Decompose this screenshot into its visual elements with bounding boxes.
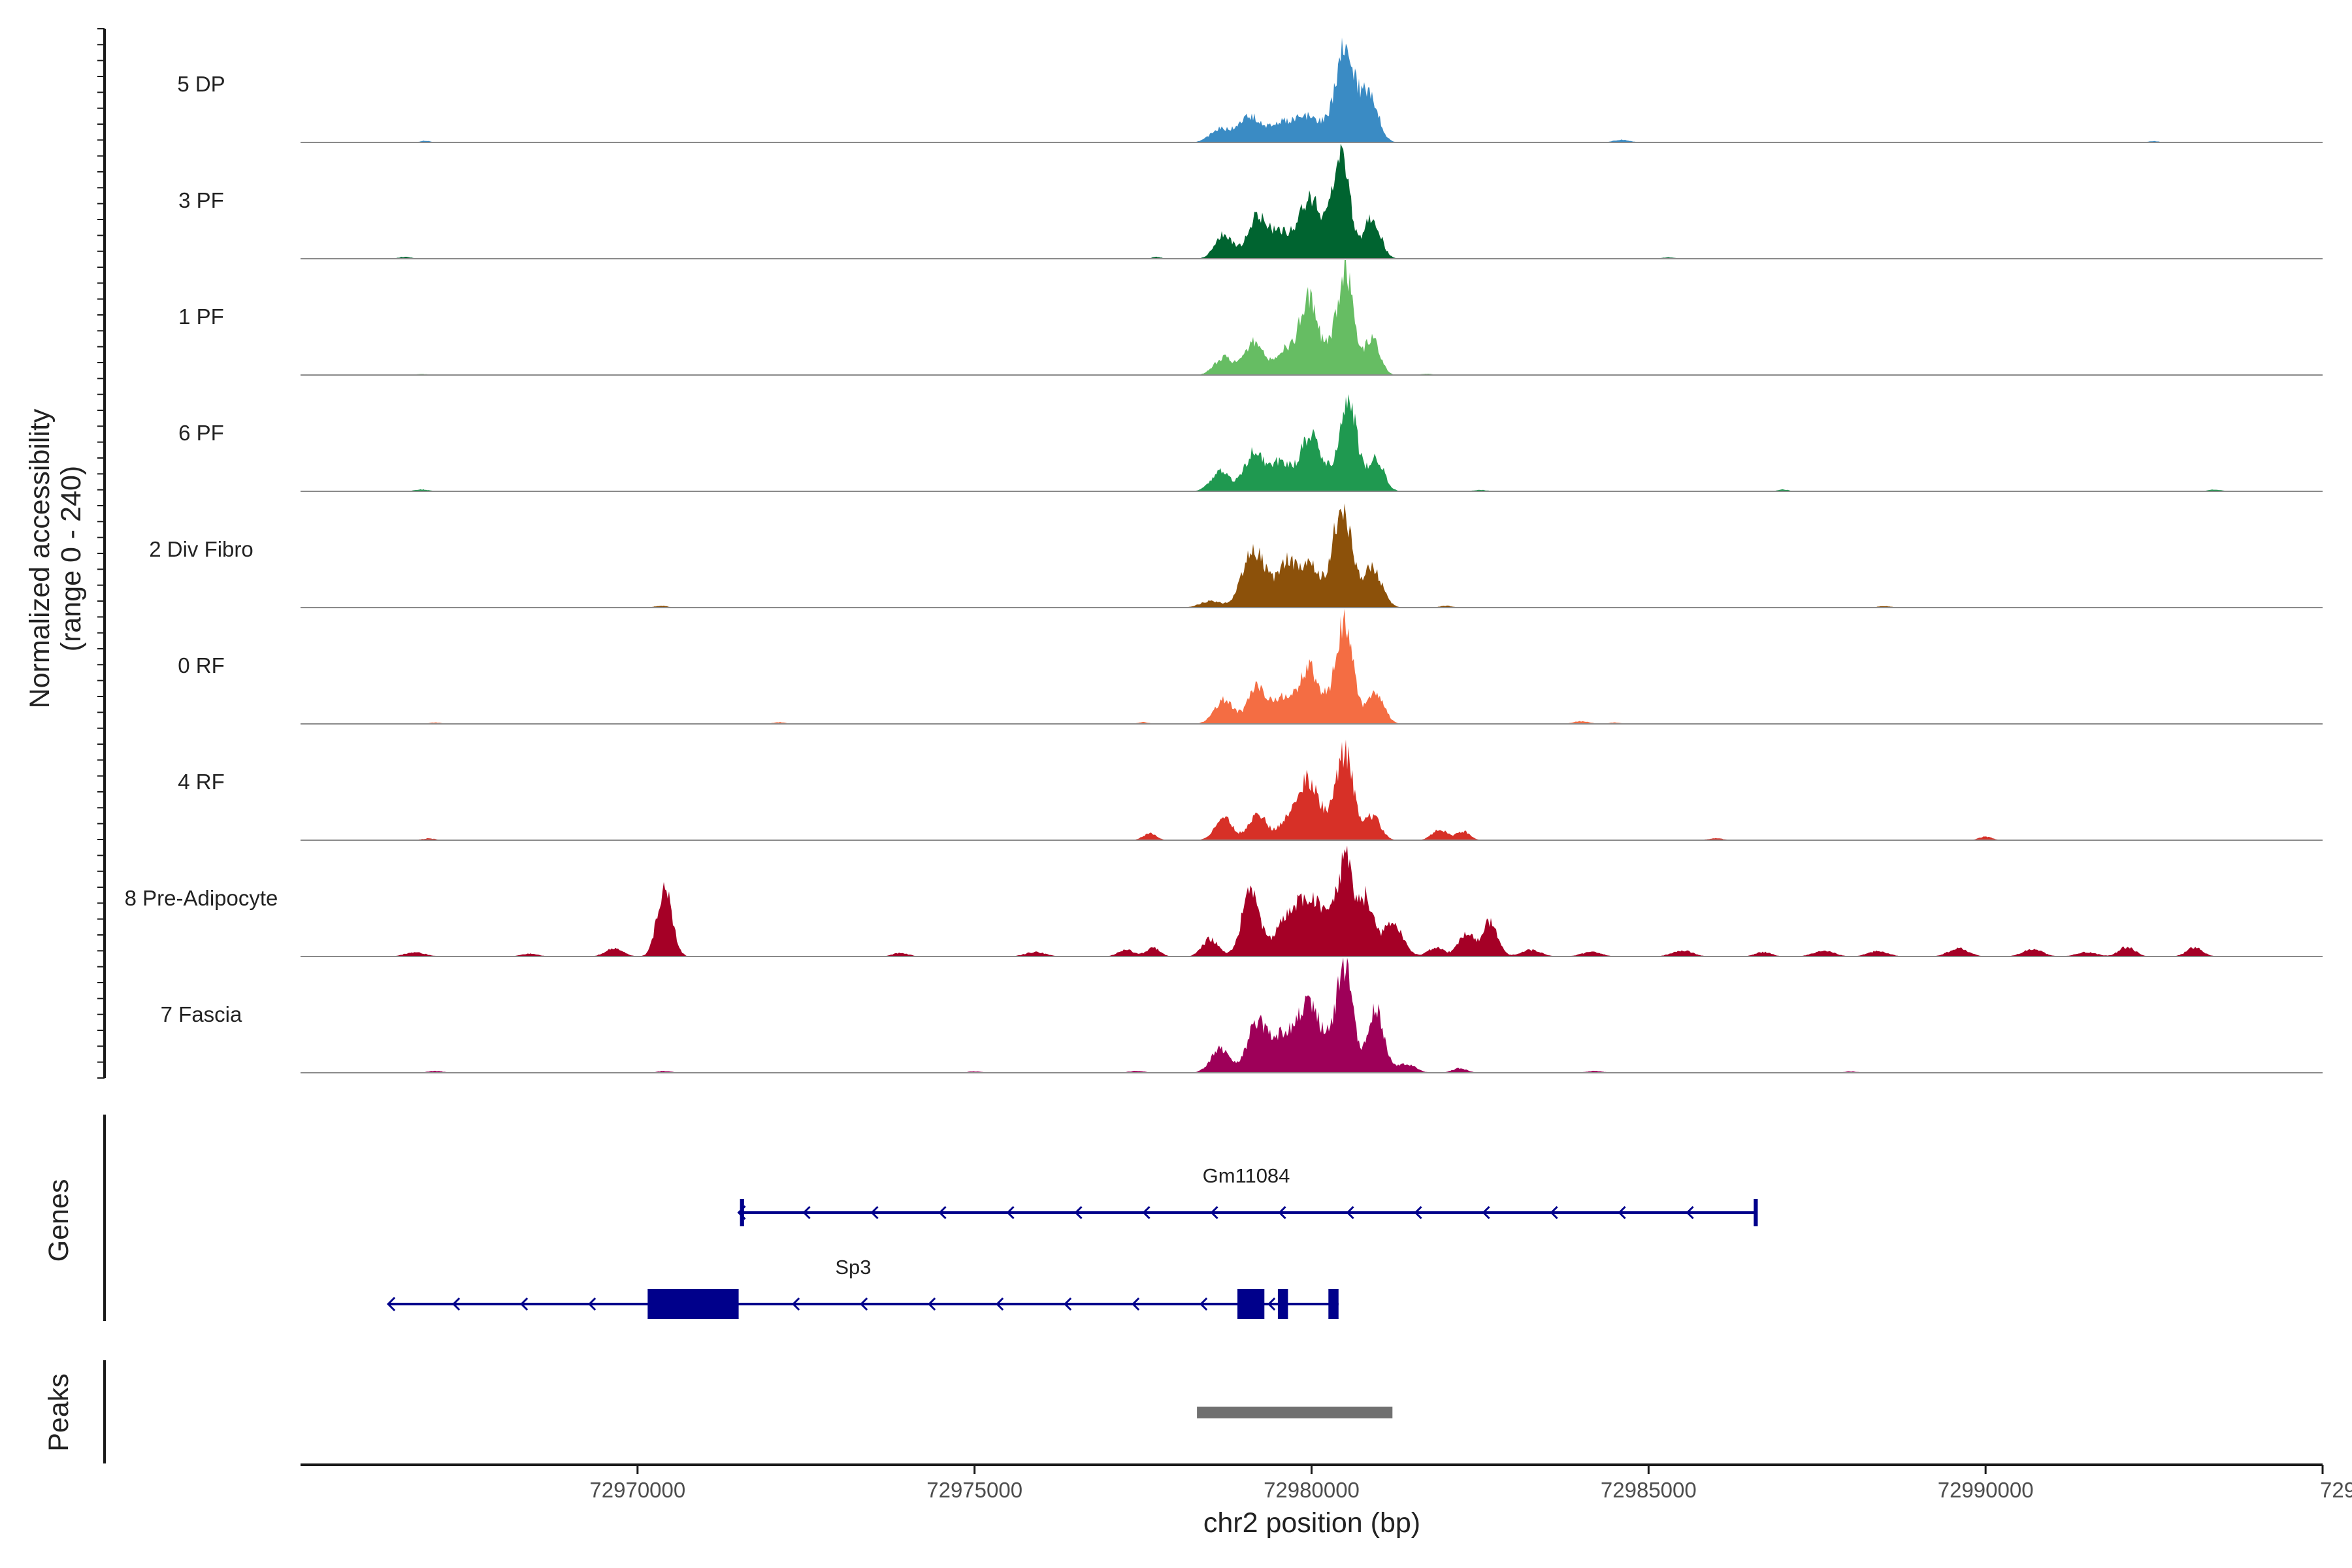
strand-arrow <box>1006 1205 1015 1220</box>
x-axis: 72970000 72975000 72980000 72985000 72990000… <box>301 1463 2352 1502</box>
coverage-tracks: 5 DP 3 PF 1 PF 6 PF 2 Div Fibro 0 RF 4 RF 8 Pre… <box>125 37 2323 1073</box>
strand-arrow <box>1131 1297 1140 1311</box>
y-axis-title-line-2: (range 0 - 240) <box>56 466 87 651</box>
y-axis-title-line-1: Normalized accessibility <box>24 408 56 708</box>
strand-arrow <box>791 1297 800 1311</box>
x-tick-label: 72990000 <box>1938 1478 2034 1502</box>
strand-arrow <box>802 1205 811 1220</box>
x-tick-label: 72975000 <box>926 1478 1022 1502</box>
gene-sp3: Sp3 <box>386 1256 1339 1319</box>
exon-block <box>1277 1289 1288 1319</box>
peaks-panel-label: Peaks <box>43 1373 74 1452</box>
exon-block <box>647 1289 739 1319</box>
genes-panel: Gm11084 Sp3 <box>103 1115 1758 1321</box>
track-3-pf: 3 PF <box>178 144 2323 259</box>
track-4-rf: 4 RF <box>178 740 2323 841</box>
x-axis-title: chr2 position (bp) <box>1203 1507 1420 1539</box>
strand-arrow <box>519 1297 529 1311</box>
track-label: 3 PF <box>178 188 224 212</box>
strand-arrow <box>1142 1205 1151 1220</box>
strand-arrow <box>995 1297 1004 1311</box>
track-0-rf: 0 RF <box>178 609 2323 725</box>
coverage-area <box>301 260 2323 375</box>
exon-block <box>1328 1289 1339 1319</box>
strand-arrow <box>938 1205 947 1220</box>
strand-arrow <box>1210 1205 1218 1220</box>
coverage-area <box>301 394 2323 491</box>
strand-arrow <box>1686 1205 1694 1220</box>
exon-block <box>1237 1289 1265 1319</box>
coverage-area <box>301 958 2323 1073</box>
coverage-area <box>301 740 2323 840</box>
track-1-pf: 1 PF <box>178 260 2323 376</box>
gene-name-label: Sp3 <box>835 1256 871 1279</box>
track-label: 4 RF <box>178 770 225 794</box>
x-tick-label: 72980000 <box>1264 1478 1360 1502</box>
track-label: 7 Fascia <box>161 1002 242 1026</box>
coverage-area <box>301 609 2323 724</box>
strand-arrow <box>386 1296 396 1312</box>
coverage-area <box>301 503 2323 608</box>
track-label: 5 DP <box>177 72 225 96</box>
strand-arrow <box>1414 1205 1422 1220</box>
strand-arrow <box>1267 1297 1276 1311</box>
x-tick-label: 72985000 <box>1601 1478 1697 1502</box>
track-7-fascia: 7 Fascia <box>161 958 2323 1073</box>
track-label: 8 Pre-Adipocyte <box>125 886 278 910</box>
x-tick-label: 72970000 <box>589 1478 685 1502</box>
strand-arrow <box>1199 1297 1208 1311</box>
coverage-y-axis <box>97 28 106 1079</box>
exon-block <box>1754 1199 1758 1226</box>
coverage-area <box>301 144 2323 259</box>
gene-gm11084: Gm11084 <box>737 1164 1758 1226</box>
strand-arrow <box>927 1297 936 1311</box>
strand-arrow <box>1346 1205 1354 1220</box>
track-8-pre-adipocyte: 8 Pre-Adipocyte <box>125 845 2323 957</box>
strand-arrow <box>1074 1205 1083 1220</box>
strand-arrow <box>1482 1205 1490 1220</box>
strand-arrow <box>1618 1205 1626 1220</box>
track-5-dp: 5 DP <box>177 37 2323 143</box>
track-label: 1 PF <box>178 304 224 329</box>
exon-block <box>740 1199 744 1226</box>
coverage-area <box>301 845 2323 956</box>
coverage-area <box>301 37 2323 143</box>
track-label: 6 PF <box>178 421 224 445</box>
strand-arrow <box>451 1297 461 1311</box>
track-2-div-fibro: 2 Div Fibro <box>149 503 2323 608</box>
x-tick-label: 72995000 <box>2320 1478 2352 1502</box>
track-6-pf: 6 PF <box>178 394 2323 492</box>
peak-region <box>1197 1407 1393 1418</box>
track-label: 0 RF <box>178 653 225 678</box>
strand-arrow <box>859 1297 868 1311</box>
genes-panel-label: Genes <box>43 1179 74 1262</box>
track-label: 2 Div Fibro <box>149 537 253 561</box>
strand-arrow <box>1550 1205 1558 1220</box>
strand-arrow <box>587 1297 596 1311</box>
strand-arrow <box>870 1205 879 1220</box>
gene-name-label: Gm11084 <box>1203 1164 1290 1187</box>
peaks-panel <box>103 1360 1393 1463</box>
strand-arrow <box>1063 1297 1072 1311</box>
y-axis-title: Normalized accessibility (range 0 - 240) <box>24 408 87 708</box>
strand-arrow <box>1278 1205 1286 1220</box>
